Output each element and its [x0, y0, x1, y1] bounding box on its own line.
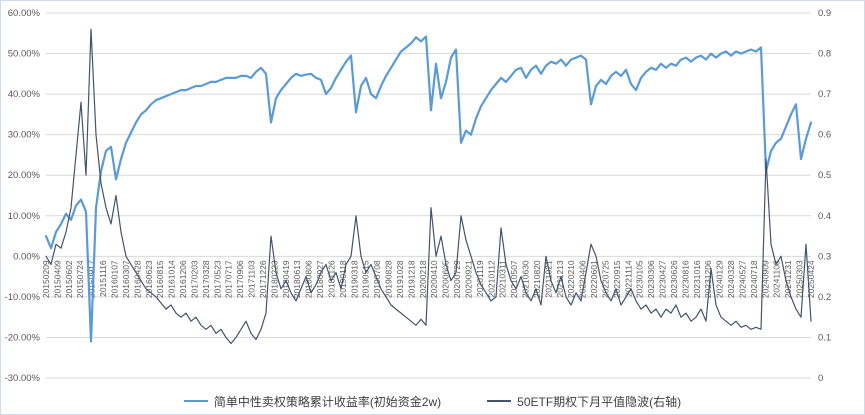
y-axis-right-tick: 0.4	[818, 211, 831, 222]
x-axis-label: 20220601	[589, 260, 599, 298]
x-axis-label: 20230816	[680, 260, 690, 298]
x-axis-label: 20240527	[737, 260, 747, 298]
x-axis-label: 20180613	[292, 260, 302, 298]
y-axis-left-tick: 30.00%	[8, 130, 41, 141]
x-axis-label: 20170523	[212, 260, 222, 298]
x-axis-label: 20250424	[806, 260, 816, 298]
legend-label-implied-vol: 50ETF期权下月平值隐波(右轴)	[517, 394, 682, 409]
x-axis-label: 20180419	[281, 260, 291, 298]
y-axis-left-tick: 0.00%	[13, 251, 40, 262]
x-axis-label: 20160307	[121, 260, 131, 298]
x-axis-label: 20211021	[543, 260, 553, 297]
x-axis-label: 20230306	[646, 260, 656, 298]
y-axis-right-tick: 0	[818, 373, 823, 384]
x-axis-label: 20240328	[726, 260, 736, 298]
x-axis-label: 20170203	[189, 260, 199, 298]
y-axis-right-tick: 0.3	[818, 251, 831, 262]
y-axis-right-tick: 0.7	[818, 89, 831, 100]
x-axis-label: 20150917	[87, 260, 97, 298]
x-axis-label: 20230427	[658, 260, 668, 298]
x-axis-label: 20191218	[406, 260, 416, 298]
x-axis-label: 20150409	[52, 260, 62, 298]
x-axis-label: 20180927	[315, 260, 325, 298]
x-axis-label: 20250303	[795, 260, 805, 298]
legend-item-implied-vol: 50ETF期权下月平值隐波(右轴)	[487, 393, 681, 410]
x-axis-label: 20230626	[669, 260, 679, 298]
x-axis-label: 20180223	[269, 260, 279, 298]
x-axis-label: 20220406	[578, 260, 588, 298]
x-axis-label: 20161206	[178, 260, 188, 298]
x-axis-label: 20190828	[384, 260, 394, 298]
x-axis-label: 20241231	[783, 260, 793, 298]
y-axis-left-tick: 50.00%	[8, 49, 41, 60]
x-axis-label: 20210507	[509, 260, 519, 298]
y-axis-left-tick: 40.00%	[8, 89, 41, 100]
y-axis-right-tick: 0.5	[818, 170, 831, 181]
x-axis-label: 20191028	[395, 260, 405, 298]
x-axis-label: 20210311	[498, 260, 508, 297]
x-axis-label: 20220210	[566, 260, 576, 298]
x-axis-label: 20150602	[64, 260, 74, 298]
y-axis-right-tick: 0.1	[818, 332, 831, 343]
x-axis-label: 20231016	[692, 260, 702, 298]
x-axis-label: 20200729	[452, 260, 462, 298]
x-axis-label: 20190515	[361, 260, 371, 298]
x-axis-label: 20231206	[703, 260, 713, 298]
x-axis-label: 20210112	[486, 260, 496, 297]
x-axis-label: 20220725	[600, 260, 610, 298]
x-axis-label: 20151116	[98, 260, 108, 297]
legend-swatch-implied-vol	[487, 400, 512, 402]
x-axis-label: 20230105	[635, 260, 645, 298]
x-axis-label: 20181126	[326, 260, 336, 297]
x-axis-label: 20160815	[155, 260, 165, 298]
x-axis-label: 20200605	[441, 260, 451, 298]
x-axis-label: 20150209	[41, 260, 51, 298]
y-axis-left-tick: 20.00%	[8, 170, 41, 181]
x-axis-label: 20200218	[418, 260, 428, 298]
legend: 简单中性卖权策略累计收益率(初始资金2w) 50ETF期权下月平值隐波(右轴)	[1, 392, 864, 410]
y-axis-right-tick: 0.8	[818, 49, 831, 60]
y-axis-left-tick: -30.00%	[5, 373, 41, 384]
x-axis-label: 20160623	[144, 260, 154, 298]
x-axis-label: 20170328	[201, 260, 211, 298]
legend-item-cumulative-return: 简单中性卖权策略累计收益率(初始资金2w)	[183, 393, 442, 410]
legend-label-cumulative-return: 简单中性卖权策略累计收益率(初始资金2w)	[213, 394, 442, 409]
x-axis-label: 20170906	[235, 260, 245, 298]
y-axis-right-tick: 0.6	[818, 130, 831, 141]
x-axis-label: 20220915	[612, 260, 622, 298]
x-axis-label: 20171226	[258, 260, 268, 298]
series-line-cumulative-return	[44, 35, 813, 343]
x-axis-label: 20190318	[349, 260, 359, 298]
y-axis-left-tick: -20.00%	[5, 332, 41, 343]
x-axis-label: 20160428	[132, 260, 142, 298]
x-axis-label: 20161014	[167, 260, 177, 298]
x-axis-label: 20240909	[760, 260, 770, 298]
x-axis-label: 20221114	[623, 260, 633, 297]
x-axis-label: 20200410	[429, 260, 439, 298]
x-axis-label: 20210820	[532, 260, 542, 298]
x-axis-label: 20150724	[75, 260, 85, 298]
y-axis-right-tick: 0.9	[818, 8, 831, 19]
x-axis-label: 20170717	[224, 260, 234, 298]
x-axis-label: 20241108	[772, 260, 782, 297]
y-axis-right-tick: 0.2	[818, 292, 831, 303]
series-line-implied-vol	[45, 28, 812, 345]
legend-swatch-cumulative-return	[183, 400, 208, 402]
x-axis-label: 20210630	[521, 260, 531, 298]
x-axis-label: 20240129	[715, 260, 725, 298]
x-axis-label: 20180806	[304, 260, 314, 298]
x-axis-label: 20160107	[110, 260, 120, 298]
x-axis-label: 20171103	[247, 260, 257, 297]
y-axis-left-tick: -10.00%	[5, 292, 41, 303]
y-axis-left-tick: 60.00%	[8, 8, 41, 19]
y-axis-left-tick: 10.00%	[8, 211, 41, 222]
x-axis-label: 20200921	[463, 260, 473, 298]
x-axis-label: 20201119	[475, 260, 485, 297]
x-axis-label: 20240718	[749, 260, 759, 298]
